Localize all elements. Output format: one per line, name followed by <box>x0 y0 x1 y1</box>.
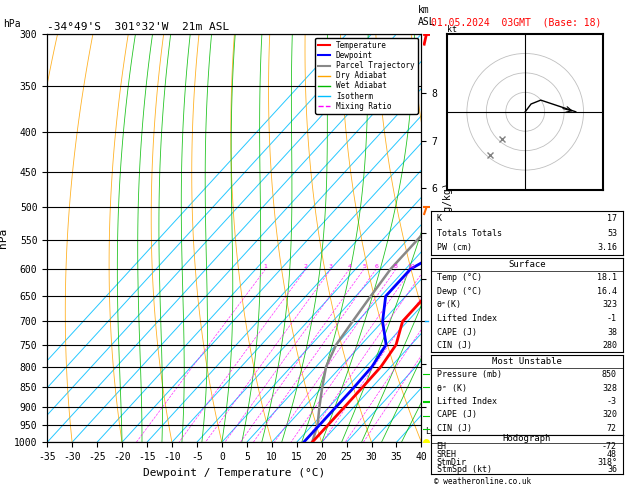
Text: Most Unstable: Most Unstable <box>492 357 562 366</box>
Y-axis label: hPa: hPa <box>0 228 8 248</box>
Text: © weatheronline.co.uk: © weatheronline.co.uk <box>434 477 531 486</box>
Text: 850: 850 <box>602 370 617 380</box>
Text: 48: 48 <box>607 450 617 459</box>
Text: StmDir: StmDir <box>437 458 467 467</box>
Text: CIN (J): CIN (J) <box>437 341 472 350</box>
Text: 10: 10 <box>408 264 416 269</box>
Text: Pressure (mb): Pressure (mb) <box>437 370 501 380</box>
Text: 323: 323 <box>602 300 617 310</box>
Text: StmSpd (kt): StmSpd (kt) <box>437 466 492 474</box>
Text: 36: 36 <box>607 466 617 474</box>
Text: CAPE (J): CAPE (J) <box>437 410 477 419</box>
Text: Dewp (°C): Dewp (°C) <box>437 287 482 296</box>
Text: 3: 3 <box>329 264 333 269</box>
Text: Lifted Index: Lifted Index <box>437 397 497 406</box>
Text: EH: EH <box>437 442 447 451</box>
Text: PW (cm): PW (cm) <box>437 243 472 252</box>
Text: 18.1: 18.1 <box>597 274 617 282</box>
Text: 320: 320 <box>602 410 617 419</box>
Text: 38: 38 <box>607 328 617 336</box>
Text: 72: 72 <box>607 424 617 433</box>
Text: 2: 2 <box>304 264 308 269</box>
Text: SREH: SREH <box>437 450 457 459</box>
Text: 53: 53 <box>607 229 617 238</box>
Text: -72: -72 <box>602 442 617 451</box>
Text: 328: 328 <box>602 383 617 393</box>
X-axis label: Dewpoint / Temperature (°C): Dewpoint / Temperature (°C) <box>143 468 325 478</box>
Text: Totals Totals: Totals Totals <box>437 229 501 238</box>
Text: 280: 280 <box>602 341 617 350</box>
Text: Lifted Index: Lifted Index <box>437 314 497 323</box>
Text: θᵉ (K): θᵉ (K) <box>437 383 467 393</box>
Text: Surface: Surface <box>508 260 545 269</box>
Legend: Temperature, Dewpoint, Parcel Trajectory, Dry Adiabat, Wet Adiabat, Isotherm, Mi: Temperature, Dewpoint, Parcel Trajectory… <box>315 38 418 114</box>
Text: 12: 12 <box>421 264 429 269</box>
Text: 318°: 318° <box>597 458 617 467</box>
Text: θᵉ(K): θᵉ(K) <box>437 300 462 310</box>
Text: -34°49'S  301°32'W  21m ASL: -34°49'S 301°32'W 21m ASL <box>47 22 230 32</box>
Text: km
ASL: km ASL <box>418 5 435 27</box>
Text: 4: 4 <box>347 264 352 269</box>
Text: -1: -1 <box>607 314 617 323</box>
Text: 3.16: 3.16 <box>597 243 617 252</box>
Text: Temp (°C): Temp (°C) <box>437 274 482 282</box>
Text: K: K <box>437 214 442 223</box>
Text: 8: 8 <box>394 264 398 269</box>
Text: Hodograph: Hodograph <box>503 434 551 443</box>
Text: kt: kt <box>447 25 457 34</box>
Text: 1: 1 <box>264 264 267 269</box>
Text: -3: -3 <box>607 397 617 406</box>
Text: 01.05.2024  03GMT  (Base: 18): 01.05.2024 03GMT (Base: 18) <box>431 17 601 27</box>
Text: hPa: hPa <box>3 19 21 29</box>
Y-axis label: Mixing Ratio (g/kg): Mixing Ratio (g/kg) <box>443 182 453 294</box>
Text: 6: 6 <box>374 264 378 269</box>
Text: CAPE (J): CAPE (J) <box>437 328 477 336</box>
Text: 17: 17 <box>607 214 617 223</box>
Text: LCL: LCL <box>425 427 440 436</box>
Text: 5: 5 <box>362 264 366 269</box>
Text: CIN (J): CIN (J) <box>437 424 472 433</box>
Text: 16.4: 16.4 <box>597 287 617 296</box>
